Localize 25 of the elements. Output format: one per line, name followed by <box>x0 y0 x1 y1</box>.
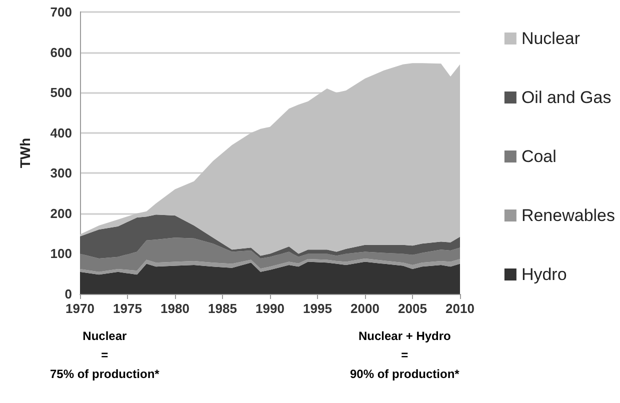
x-tick-label: 1985 <box>208 301 237 316</box>
x-tick-label: 1980 <box>160 301 190 316</box>
x-tick-label: 1995 <box>303 301 332 316</box>
y-tick-label: 200 <box>50 206 72 221</box>
y-tick-label: 300 <box>50 166 72 181</box>
y-tick-label: 0 <box>64 286 72 302</box>
x-tick-label: 2005 <box>398 301 427 316</box>
x-tick-label: 1990 <box>256 301 284 316</box>
text: Nuclear + Hydro = 90% of production* <box>350 329 460 381</box>
legend-label: Renewables <box>521 206 616 225</box>
x-tick-label: 2010 <box>446 301 474 316</box>
y-tick-label: 700 <box>50 4 72 20</box>
y-tick-label: 600 <box>50 44 72 60</box>
legend-label: Oil and Gas <box>521 88 612 107</box>
x-tick-label: 1970 <box>66 301 94 316</box>
y-tick-label: 500 <box>50 85 72 100</box>
y-axis-title: TWh <box>17 138 33 168</box>
y-tick-label: 400 <box>50 125 72 140</box>
legend-label: Nuclear <box>521 29 580 48</box>
y-tick-label: 100 <box>50 246 72 262</box>
legend-label: Hydro <box>521 265 567 284</box>
x-tick-label: 1975 <box>113 301 142 316</box>
text: Nuclear = 75% of production* <box>50 329 160 381</box>
legend-label: Coal <box>521 147 556 166</box>
x-tick-label: 2000 <box>350 301 380 316</box>
